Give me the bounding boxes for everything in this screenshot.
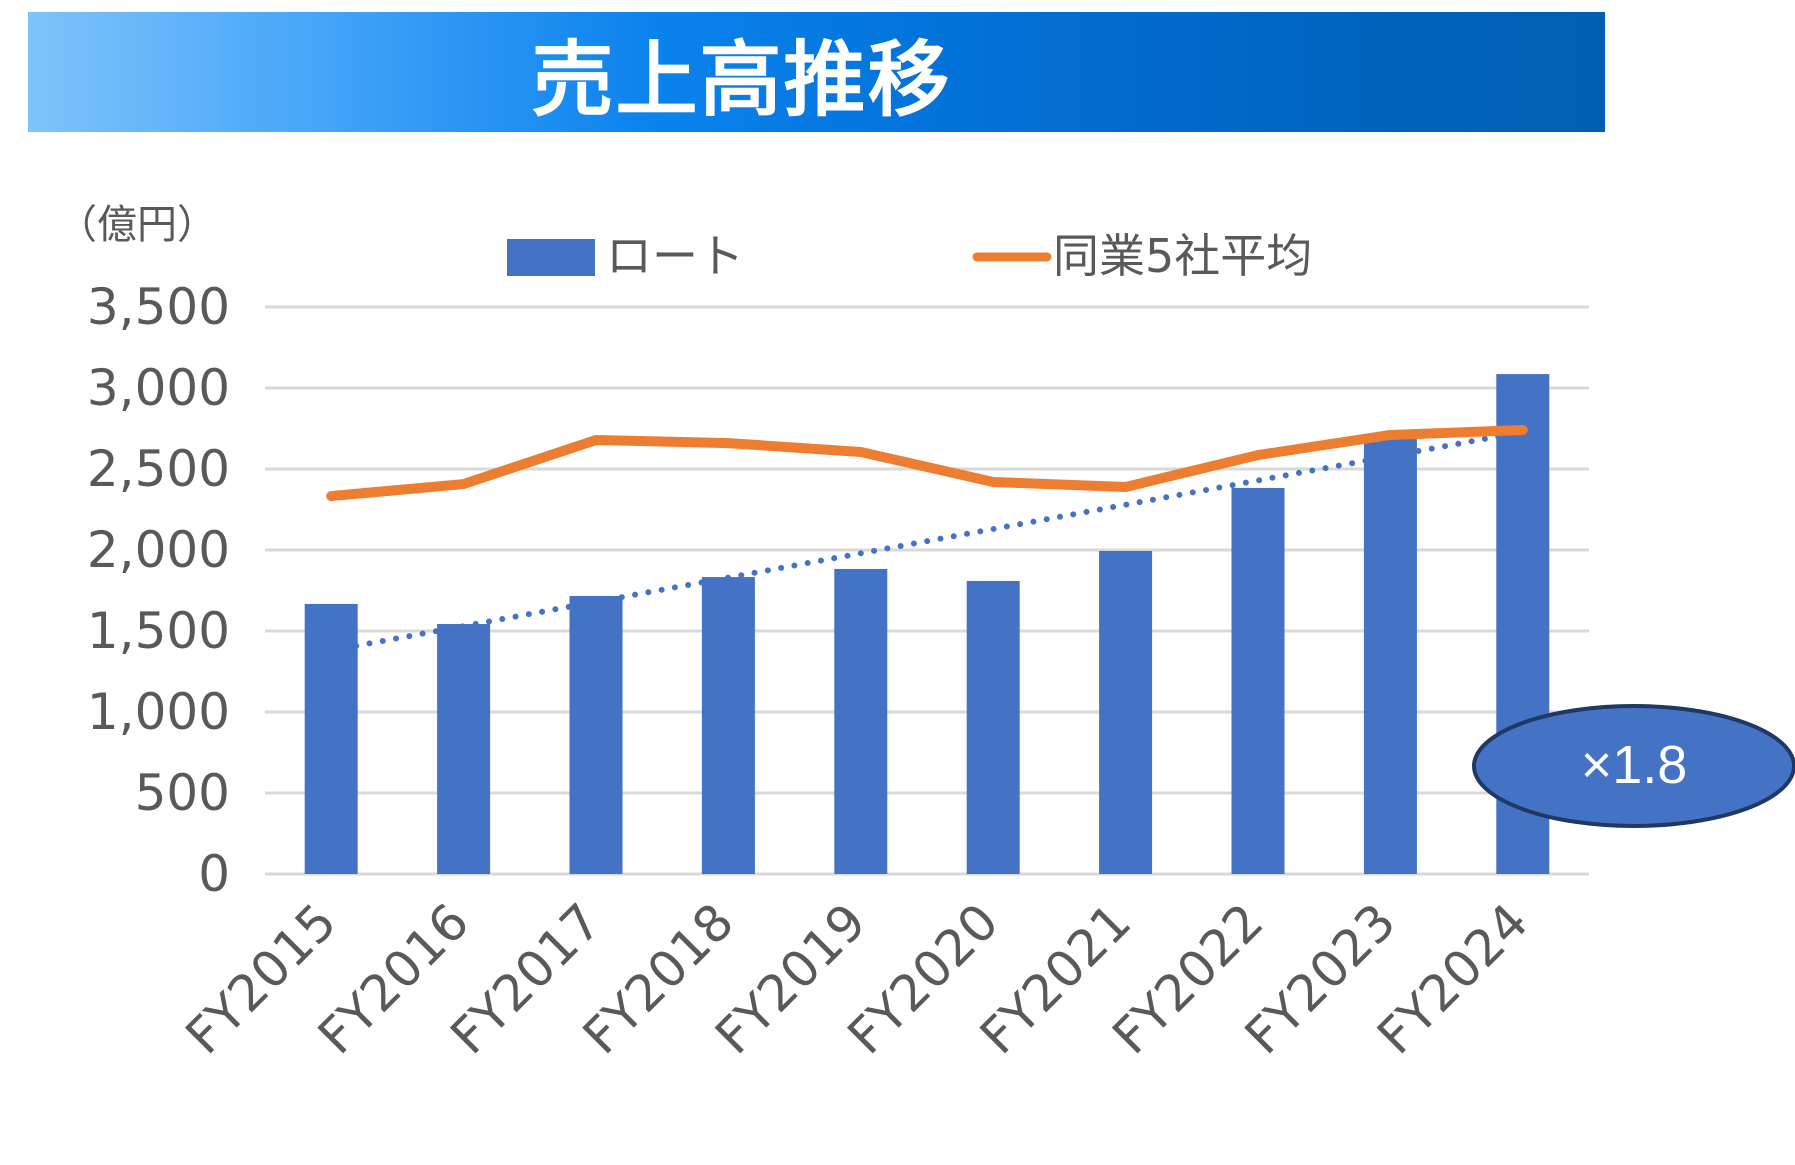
legend-bar-swatch-icon — [507, 239, 595, 276]
bar-FY2016 — [437, 624, 491, 874]
legend: ロート 同業5社平均 — [507, 229, 1312, 283]
bar-series — [304, 374, 1550, 874]
x-axis-labels: FY2015FY2016FY2017FY2018FY2019FY2020FY20… — [175, 892, 1540, 1065]
bar-FY2017 — [569, 596, 623, 874]
bar-FY2020 — [966, 580, 1020, 874]
y-tick-label: 2,500 — [87, 440, 230, 498]
y-axis-unit-label: （億円） — [57, 202, 217, 248]
y-tick-label: 3,500 — [87, 278, 230, 336]
legend-line-label: 同業5社平均 — [1053, 229, 1312, 283]
bar-FY2023 — [1363, 439, 1417, 874]
y-axis-ticks: 0 500 1,000 1,500 2,000 2,500 3,000 3,500 — [87, 278, 230, 903]
y-tick-label: 3,000 — [87, 359, 230, 417]
bar-FY2019 — [834, 568, 888, 874]
y-tick-label: 1,500 — [87, 602, 230, 660]
growth-annotation: ×1.8 — [1472, 704, 1795, 828]
y-tick-label: 2,000 — [87, 521, 230, 579]
page-title: 売上高推移 — [531, 32, 952, 128]
bar-FY2021 — [1099, 550, 1153, 874]
y-tick-label: 500 — [135, 764, 230, 822]
y-tick-label: 0 — [198, 845, 230, 903]
y-tick-label: 1,000 — [87, 683, 230, 741]
x-tick-label: FY2024 — [1366, 892, 1539, 1065]
annotation-ellipse — [1472, 704, 1795, 828]
bar-FY2018 — [701, 577, 755, 874]
bar-FY2022 — [1231, 487, 1285, 874]
average-line — [326, 424, 1528, 502]
legend-bar-label: ロート — [606, 229, 744, 283]
annotation-text: ×1.8 — [1581, 735, 1688, 795]
bar-FY2015 — [304, 603, 358, 874]
title-banner: 売上高推移 — [28, 12, 1605, 132]
line-series — [326, 424, 1528, 502]
